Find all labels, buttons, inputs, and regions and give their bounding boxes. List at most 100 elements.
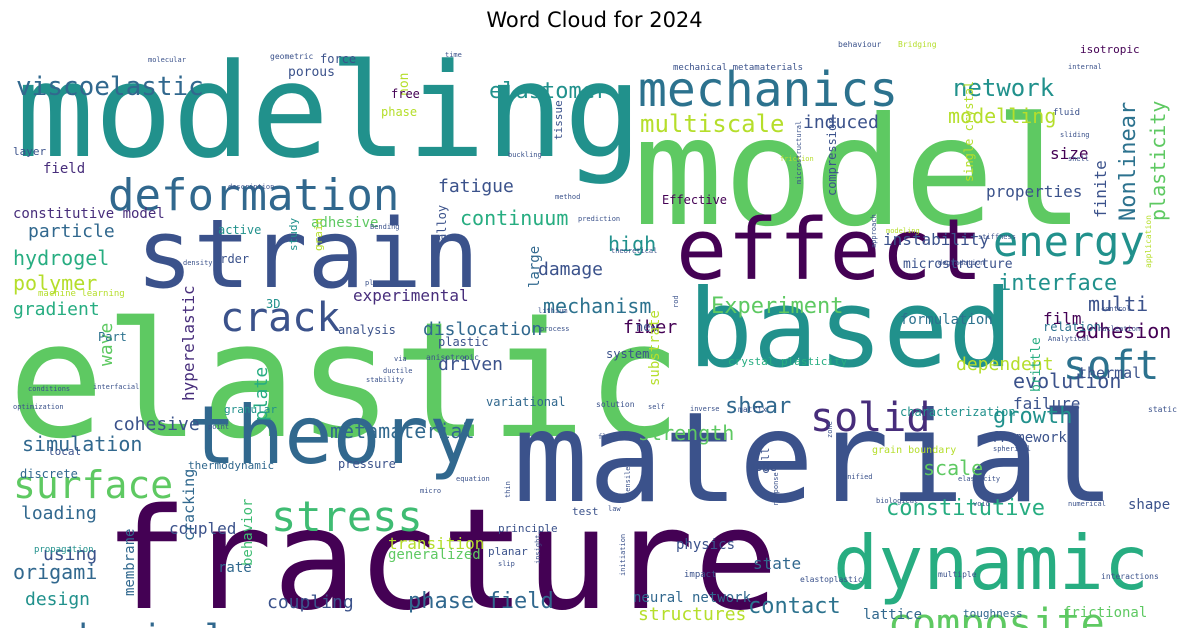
cloud-word: isotropic [1080, 43, 1140, 56]
cloud-word: cohesive [113, 414, 200, 435]
cloud-word: network [953, 74, 1055, 102]
cloud-word: simulation [22, 432, 143, 456]
cloud-word: high [608, 232, 657, 256]
cloud-word: layer [13, 145, 47, 158]
cloud-word: strain [136, 200, 480, 310]
cloud-word: process [540, 325, 570, 333]
cloud-word: system [606, 347, 650, 361]
cloud-word: thermodynamic [188, 459, 275, 472]
cloud-word: via [394, 355, 407, 363]
cloud-word: elasticity [958, 475, 1001, 483]
cloud-word: large [527, 245, 543, 288]
cloud-word: geometric [270, 52, 314, 61]
cloud-word: law [608, 505, 621, 513]
cloud-word: internal [1068, 63, 1102, 71]
cloud-word: composite [888, 601, 1105, 628]
cloud-word: time [445, 51, 462, 59]
cloud-word: transition [388, 534, 485, 553]
cloud-word: mechanical metamaterials [673, 63, 804, 73]
cloud-word: analysis [338, 323, 396, 337]
cloud-word: microstructural [795, 120, 803, 184]
cloud-word: constitutive [886, 496, 1045, 521]
cloud-word: origami [13, 560, 98, 584]
cloud-word: principle [498, 522, 558, 535]
cloud-word: theory [188, 389, 477, 482]
cloud-word: brittle [1029, 337, 1044, 392]
cloud-word: dynamic [833, 519, 1150, 607]
cloud-word: anisotropic [426, 353, 479, 362]
cloud-word: buckling [508, 151, 542, 159]
cloud-word: modeling [886, 227, 920, 235]
cloud-word: structures [638, 604, 747, 625]
cloud-word: prediction [578, 215, 621, 223]
cloud-word: modeling [16, 36, 643, 187]
cloud-word: energy [993, 217, 1145, 266]
cloud-word: adhesion [1075, 319, 1172, 343]
cloud-word: hydrogel [13, 246, 110, 270]
cloud-word: free [391, 87, 420, 101]
cloud-word: tissue [552, 100, 565, 140]
cloud-word: growth [993, 404, 1073, 429]
cloud-word: force [320, 52, 357, 66]
cloud-word: state [753, 554, 802, 573]
cloud-word: plane [365, 279, 387, 287]
cloud-word: new [636, 320, 658, 334]
cloud-word: fiber [623, 317, 678, 338]
cloud-word: lattice [863, 607, 923, 623]
cloud-word: conditions [28, 385, 71, 393]
cloud-word: numerical [1068, 500, 1106, 508]
cloud-word: alloy [435, 204, 449, 241]
cloud-word: surface [13, 463, 174, 507]
cloud-word: modelling [948, 104, 1057, 128]
cloud-word: biological [876, 497, 919, 505]
cloud-word: impact [684, 570, 717, 580]
cloud-word: particle [28, 221, 115, 242]
cloud-word: local [48, 445, 82, 458]
cloud-word: framework [991, 430, 1067, 446]
cloud-word: solid [810, 395, 931, 441]
cloud-word: 3D [266, 297, 281, 311]
cloud-word: physics [676, 537, 736, 553]
cloud-word: viscoelastic [16, 72, 204, 102]
cloud-word: stress [271, 492, 423, 541]
cloud-word: elastomer [489, 79, 609, 104]
cloud-word: substrate [647, 310, 663, 386]
cloud-word: coupled [169, 519, 237, 538]
cloud-word: behavior [240, 498, 256, 566]
cloud-word: description [228, 183, 275, 191]
cloud-word: hyperelastic [179, 285, 198, 401]
cloud-word: mode [748, 460, 777, 474]
cloud-word: density [183, 259, 213, 267]
cloud-word: neural network [633, 590, 752, 606]
cloud-word: single crystal [962, 80, 976, 182]
word-cloud: elastic model fracture material modeling… [8, 36, 1181, 628]
cloud-word: optimization [13, 403, 64, 411]
cloud-word: method [555, 193, 581, 201]
cloud-word: grain boundary [872, 445, 957, 456]
cloud-word: Analytical [1048, 335, 1091, 343]
cloud-word: mechanism [543, 294, 652, 318]
cloud-word: based [688, 267, 1014, 392]
cloud-word: failure [1013, 394, 1081, 413]
cloud-word: granular [224, 403, 277, 416]
cloud-word: matrix [738, 405, 767, 414]
cloud-word: stability [366, 376, 404, 384]
cloud-word: metamaterial [330, 419, 475, 443]
cloud-word: induced [803, 112, 879, 133]
cloud-word: response [772, 472, 780, 506]
cloud-word: insight [534, 534, 542, 564]
cloud-word: cracking [180, 468, 198, 541]
cloud-word: plasticity [1146, 100, 1170, 221]
cloud-word: rate [218, 560, 252, 576]
cloud-word: flexible [598, 433, 632, 441]
cloud-word: Experiment [711, 294, 844, 319]
cloud-word: void [973, 500, 990, 508]
cloud-word: finite [1091, 160, 1110, 218]
cloud-word: soft [1063, 343, 1160, 389]
cloud-word: plastic [438, 335, 489, 349]
cloud-word: discrete [20, 467, 78, 481]
cloud-word: instability [883, 230, 989, 249]
cloud-word: frictional [1063, 605, 1148, 621]
cloud-word: toughness [963, 607, 1023, 620]
